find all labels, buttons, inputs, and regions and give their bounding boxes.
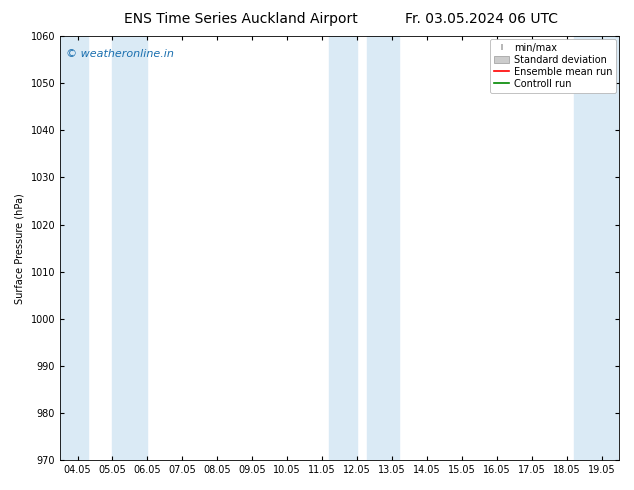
Y-axis label: Surface Pressure (hPa): Surface Pressure (hPa) [15, 193, 25, 303]
Bar [112, 36, 147, 460]
Text: ENS Time Series Auckland Airport: ENS Time Series Auckland Airport [124, 12, 358, 26]
Bar [60, 36, 88, 460]
Legend: min/max, Standard deviation, Ensemble mean run, Controll run: min/max, Standard deviation, Ensemble me… [490, 39, 616, 93]
Bar [368, 36, 399, 460]
Text: © weatheronline.in: © weatheronline.in [66, 49, 174, 59]
Bar [329, 36, 357, 460]
Text: Fr. 03.05.2024 06 UTC: Fr. 03.05.2024 06 UTC [405, 12, 559, 26]
Bar [574, 36, 619, 460]
